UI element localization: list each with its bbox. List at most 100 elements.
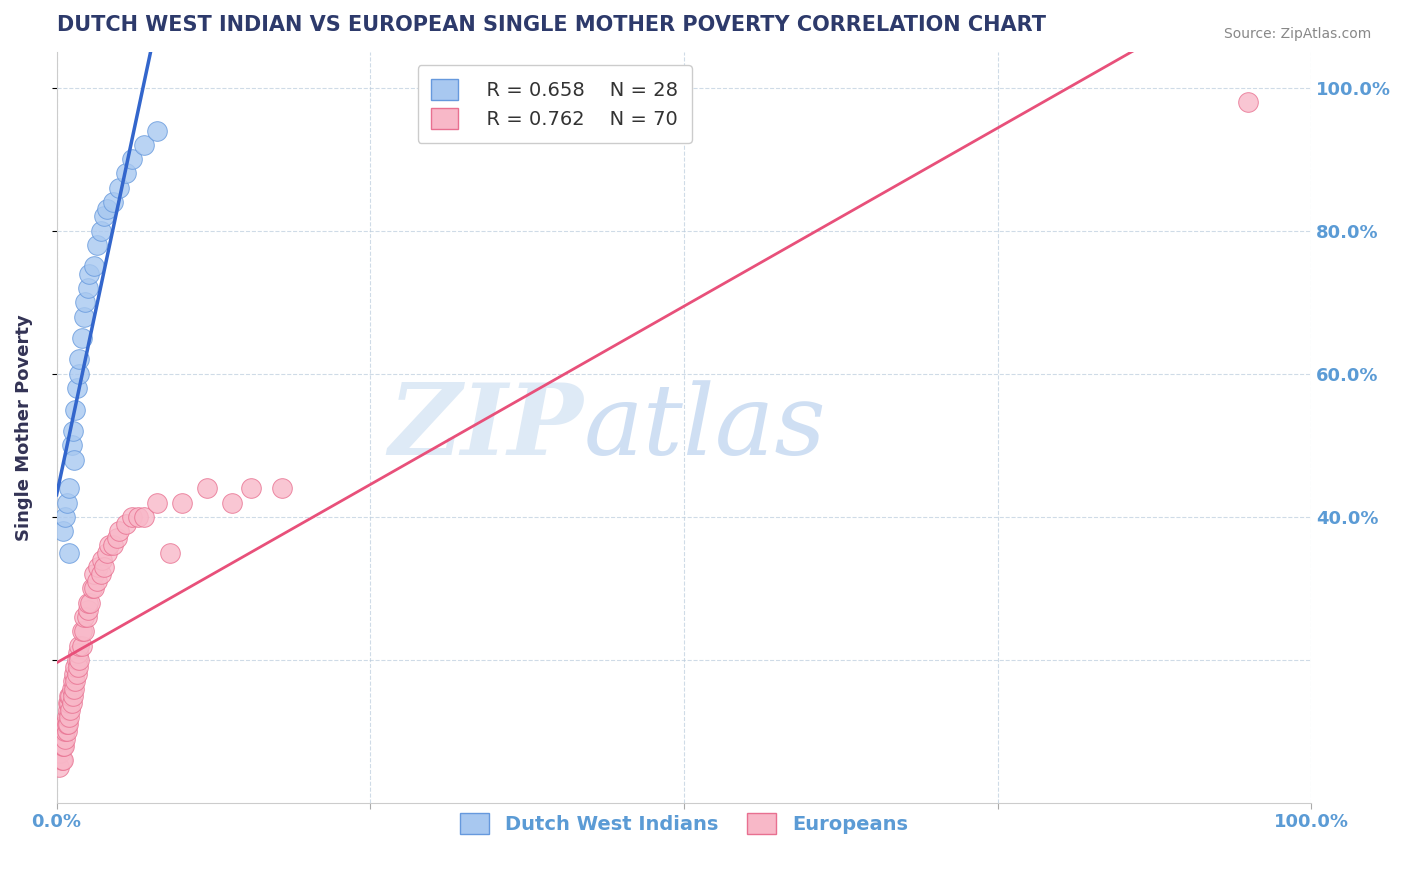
Point [67,653,90,667]
Point [159,545,181,559]
Point [1237,95,1260,109]
Point [66,660,89,674]
Point [70,624,93,639]
Point [86,574,108,589]
Text: atlas: atlas [583,380,827,475]
Point [240,481,263,495]
Point [55,710,77,724]
Point [65,660,87,674]
Point [127,509,149,524]
Point [55,509,77,524]
Point [77,596,100,610]
Point [60,696,83,710]
Point [83,582,105,596]
Point [80,582,103,596]
Point [96,545,118,559]
Point [60,681,83,696]
Point [76,610,98,624]
Point [67,639,90,653]
Point [67,352,90,367]
Point [53,724,76,739]
Text: DUTCH WEST INDIAN VS EUROPEAN SINGLE MOTHER POVERTY CORRELATION CHART: DUTCH WEST INDIAN VS EUROPEAN SINGLE MOT… [56,15,1046,35]
Point [58,481,80,495]
Point [63,667,86,681]
Point [121,152,143,166]
Point [77,603,100,617]
Legend: Dutch West Indians, Europeans: Dutch West Indians, Europeans [449,801,920,846]
Point [52,524,75,538]
Point [60,438,83,452]
Text: Source: ZipAtlas.com: Source: ZipAtlas.com [1223,27,1371,41]
Point [58,696,80,710]
Point [83,567,105,582]
Point [101,538,124,552]
Point [121,509,143,524]
Point [146,123,169,137]
Point [73,310,96,324]
Point [55,717,77,731]
Point [73,610,96,624]
Point [114,516,136,531]
Text: ZIP: ZIP [388,379,583,475]
Point [195,481,218,495]
Point [51,753,73,767]
Point [108,524,131,538]
Y-axis label: Single Mother Poverty: Single Mother Poverty [15,314,32,541]
Point [146,495,169,509]
Point [65,674,87,689]
Point [134,509,156,524]
Point [70,639,93,653]
Point [70,331,93,345]
Point [98,538,121,552]
Point [73,624,96,639]
Point [59,703,82,717]
Point [170,495,193,509]
Point [52,753,75,767]
Point [56,703,79,717]
Point [75,295,97,310]
Point [93,560,115,574]
Point [101,195,124,210]
Point [77,267,100,281]
Point [48,760,70,774]
Point [66,381,89,395]
Point [56,717,79,731]
Point [65,402,87,417]
Point [87,560,110,574]
Point [221,495,243,509]
Point [114,166,136,180]
Point [66,667,89,681]
Point [105,531,128,545]
Point [62,689,84,703]
Point [63,681,86,696]
Point [58,545,80,559]
Point [93,210,115,224]
Point [62,674,84,689]
Point [66,653,89,667]
Point [134,137,156,152]
Point [108,180,131,194]
Point [52,739,75,753]
Point [55,717,77,731]
Point [89,224,111,238]
Point [56,696,79,710]
Point [96,202,118,217]
Point [63,452,86,467]
Point [53,739,76,753]
Point [51,739,73,753]
Point [66,646,89,660]
Point [79,596,101,610]
Point [86,238,108,252]
Point [59,689,82,703]
Point [55,731,77,746]
Point [62,424,84,438]
Point [271,481,294,495]
Point [89,567,111,582]
Point [55,724,77,739]
Point [58,710,80,724]
Point [49,746,72,760]
Point [55,495,77,509]
Point [90,553,112,567]
Point [67,367,90,381]
Point [52,724,75,739]
